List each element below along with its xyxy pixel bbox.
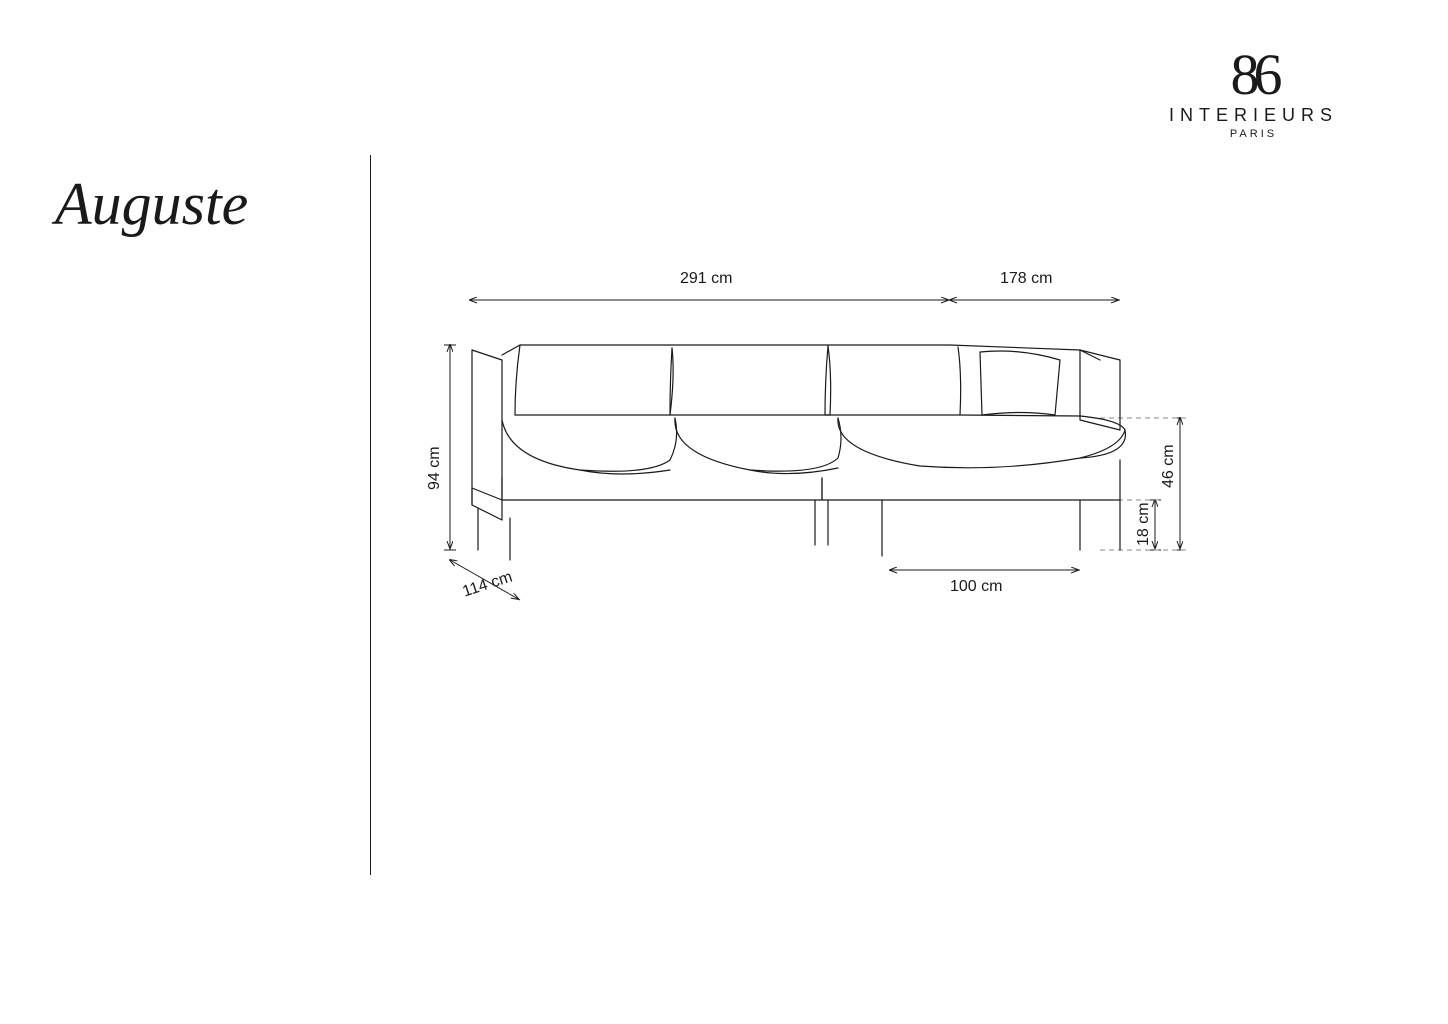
dim-width-chaise: 178 cm — [1000, 270, 1052, 288]
brand-logo: 86 INTERIEURS PARIS — [1169, 50, 1338, 140]
dim-chaise-depth: 100 cm — [950, 578, 1002, 596]
sofa-diagram: 291 cm 178 cm 94 cm 114 cm 100 cm 46 cm … — [420, 260, 1200, 640]
sofa-line-drawing — [420, 260, 1200, 640]
logo-brand-name: INTERIEURS — [1169, 105, 1338, 126]
dim-seat-height: 46 cm — [1160, 444, 1178, 488]
logo-number: 86 — [1169, 50, 1338, 99]
dim-leg-height: 18 cm — [1135, 502, 1153, 546]
dim-width-main: 291 cm — [680, 270, 732, 288]
divider-line — [370, 155, 371, 875]
logo-city: PARIS — [1169, 128, 1338, 140]
product-title: Auguste — [55, 170, 248, 239]
dim-height-total: 94 cm — [426, 446, 444, 490]
